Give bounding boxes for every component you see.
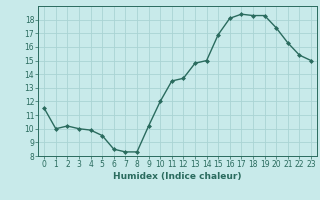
X-axis label: Humidex (Indice chaleur): Humidex (Indice chaleur) — [113, 172, 242, 181]
